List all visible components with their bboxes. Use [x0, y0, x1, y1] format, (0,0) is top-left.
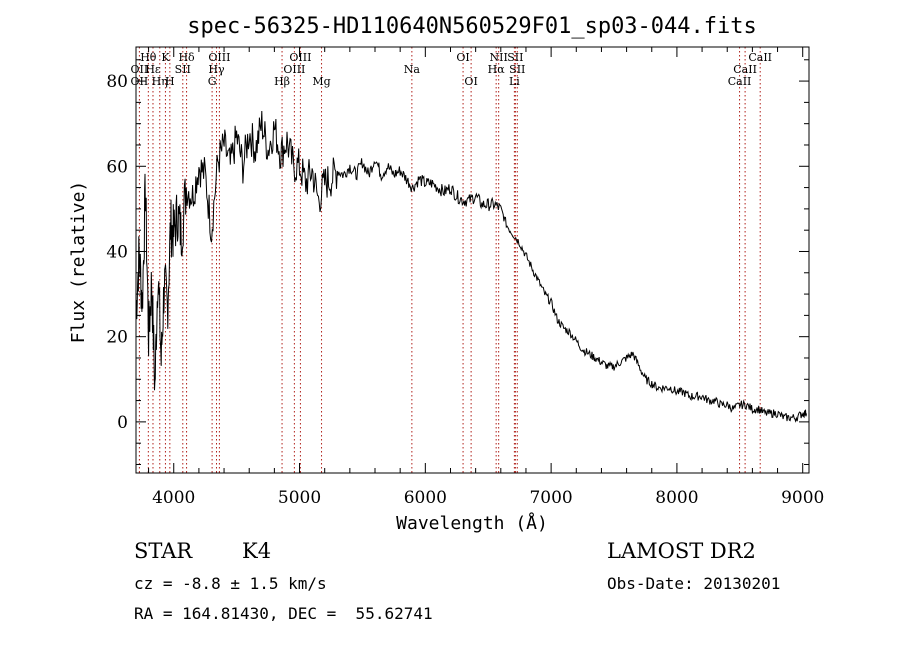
line-label-8: SII [175, 63, 191, 76]
line-label-26: CaII [728, 75, 752, 88]
line-label-4: Hη [152, 75, 168, 88]
line-label-7: Hδ [178, 51, 195, 64]
spectrum-line [135, 110, 807, 423]
y-tick-label-0: 0 [117, 413, 128, 433]
x-tick-label-5: 9000 [781, 488, 824, 508]
line-label-14: Hβ [274, 75, 290, 88]
line-label-19: NII [490, 51, 508, 64]
x-tick-label-4: 8000 [655, 488, 698, 508]
plot-frame [135, 46, 810, 474]
line-label-24: CaII [748, 51, 772, 64]
line-label-5: K [161, 51, 170, 64]
x-tick-label-0: 4000 [152, 488, 195, 508]
x-tick-label-2: 6000 [404, 488, 447, 508]
line-label-9: OIII [208, 51, 230, 64]
line-label-13: OIII [283, 63, 305, 76]
chart-title: spec-56325-HD110640N560529F01_sp03-044.f… [187, 14, 757, 39]
redshift-cz: cz = -8.8 ± 1.5 km/s [134, 574, 327, 593]
y-axis-label: Flux (relative) [68, 181, 89, 344]
line-label-15: Mg [312, 75, 330, 88]
survey-name: LAMOST DR2 [607, 539, 756, 563]
line-label-25: CaII [733, 63, 757, 76]
line-label-10: Hγ [208, 63, 225, 76]
line-label-6: H [165, 75, 175, 88]
x-tick-label-3: 7000 [529, 488, 572, 508]
line-label-1: OII [131, 63, 149, 76]
line-label-0: Hθ [140, 51, 157, 64]
line-label-3: Hε [145, 63, 161, 76]
line-label-20: SII [507, 51, 523, 64]
object-subclass: K4 [242, 539, 272, 563]
line-label-18: OI [464, 75, 477, 88]
line-label-12: OIII [289, 51, 311, 64]
line-label-11: G [208, 75, 217, 88]
y-tick-label-1: 20 [106, 328, 128, 348]
observation-date: Obs-Date: 20130201 [607, 574, 781, 593]
coordinates: RA = 164.81430, DEC = 55.62741 [134, 604, 433, 623]
line-label-2: OII [131, 75, 149, 88]
line-label-21: Hα [488, 63, 506, 76]
axis-ticks: 4000 5000 6000 7000 8000 9000 0 20 40 60 80 [106, 47, 824, 508]
y-tick-label-2: 40 [106, 242, 128, 262]
y-tick-label-3: 60 [106, 157, 128, 177]
line-markers [138, 47, 761, 473]
object-class: STAR [134, 539, 193, 563]
spectrum-series [135, 110, 807, 423]
x-tick-label-1: 5000 [278, 488, 321, 508]
line-label-17: OI [456, 51, 469, 64]
x-axis-label: Wavelength (Å) [396, 512, 548, 534]
line-label-23: Li [509, 75, 520, 88]
y-tick-label-4: 80 [106, 72, 128, 92]
line-label-22: SII [509, 63, 525, 76]
line-label-16: Na [404, 63, 421, 76]
